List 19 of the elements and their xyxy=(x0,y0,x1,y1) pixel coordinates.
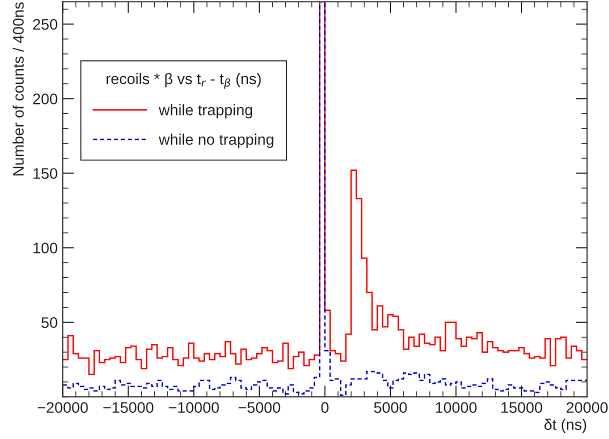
y-tick-label: 100 xyxy=(34,242,58,254)
x-axis-title: δt (ns) xyxy=(544,418,586,433)
legend-label: while no trapping xyxy=(158,134,274,148)
x-tick-label: 10000 xyxy=(436,402,477,413)
y-tick-label: 50 xyxy=(41,317,58,328)
x-tick-label: 0 xyxy=(321,402,329,413)
x-tick-label: −15000 xyxy=(103,402,154,413)
y-axis-title: Number of counts / 400ns xyxy=(12,2,24,176)
x-tick-label: −5000 xyxy=(238,402,280,413)
x-tick-label: −20000 xyxy=(38,402,88,413)
legend-title: recoils * β vs t$_{r}$ - t$_{β}$ (ns) xyxy=(106,72,261,89)
x-tick-label: 15000 xyxy=(501,402,542,413)
legend-label: while trapping xyxy=(158,104,252,118)
y-tick-label: 250 xyxy=(33,18,58,30)
x-tick-label: 5000 xyxy=(374,402,407,413)
y-tick-label: 200 xyxy=(33,94,58,104)
x-tick-label: −10000 xyxy=(168,402,219,413)
y-tick-label: 150 xyxy=(34,168,58,179)
x-tick-label: 20000 xyxy=(566,402,608,413)
